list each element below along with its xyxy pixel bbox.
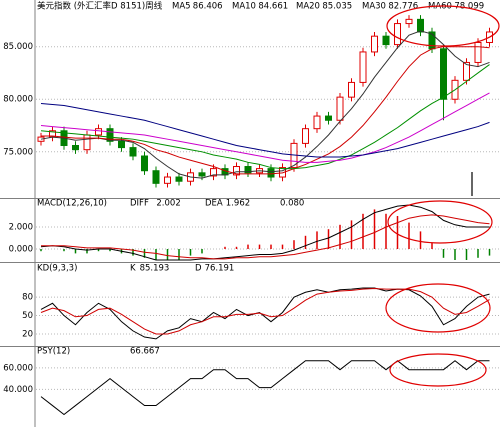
- highlight-ellipse: [386, 5, 500, 47]
- series-line: [40, 102, 490, 158]
- legend-value: 86.406: [193, 2, 223, 12]
- y-tick-label: 60.000: [3, 363, 33, 373]
- panel-title: PSY(12): [37, 347, 70, 357]
- candle-body: [198, 172, 206, 177]
- candle-body: [405, 18, 413, 25]
- panel-title: 美元指数 (外汇汇率D 8151)周线: [37, 1, 163, 12]
- legend-label: D: [195, 264, 202, 274]
- y-tick-label: 50: [22, 311, 33, 321]
- candle-body: [474, 41, 482, 63]
- candle-body: [106, 128, 114, 142]
- y-tick-label: 2.000: [9, 223, 33, 233]
- legend-label: MA20: [296, 2, 320, 12]
- legend-value: 78.099: [454, 2, 484, 12]
- y-tick-label: 80: [22, 293, 33, 303]
- panel-title: KD(9,3,3): [37, 264, 77, 274]
- legend-label: K: [130, 264, 136, 274]
- plot: 75.000 80.000 85.000 美元指数 (外汇汇率D 8151)周线 MA5…: [3, 1, 500, 416]
- candle-body: [267, 168, 275, 178]
- legend-value: 85.193: [140, 264, 170, 274]
- series-line: [40, 287, 490, 340]
- candle-body: [233, 166, 240, 176]
- legend-value: 0.080: [280, 199, 304, 209]
- candle-body: [348, 81, 355, 98]
- candle-body: [463, 61, 470, 81]
- candle-body: [175, 176, 183, 182]
- highlight-ellipse: [387, 200, 493, 244]
- candle-body: [129, 147, 137, 157]
- series-line: [41, 46, 490, 175]
- candle-body: [164, 176, 171, 184]
- y-tick-label: 0.000: [9, 245, 33, 255]
- legend-label: MA30: [362, 2, 386, 12]
- highlight-ellipse: [385, 283, 491, 333]
- legend-label: DIFF: [130, 199, 149, 209]
- series-line: [40, 360, 490, 416]
- candle-body: [244, 166, 252, 174]
- candle-body: [417, 18, 424, 33]
- y-tick-label: 75.000: [3, 147, 33, 157]
- candle-body: [210, 168, 217, 177]
- candle-body: [152, 170, 160, 184]
- legend-value: 66.667: [130, 347, 160, 357]
- series-line: [40, 64, 490, 170]
- candle-body: [313, 115, 321, 130]
- series-line: [40, 288, 490, 335]
- candle-body: [118, 140, 125, 149]
- series-line: [40, 204, 490, 261]
- highlight-ellipse: [389, 353, 487, 387]
- legend-label: MA10: [232, 2, 256, 12]
- legend-value: 76.191: [205, 264, 235, 274]
- candle-body: [440, 48, 447, 100]
- candle-body: [371, 35, 378, 53]
- y-tick-label: 80.000: [3, 95, 33, 105]
- candle-body: [83, 134, 91, 151]
- panel-title: MACD(12,26,10): [37, 199, 107, 209]
- legend-value: 82.776: [388, 2, 418, 12]
- candle-body: [302, 128, 309, 144]
- candle-body: [95, 128, 102, 136]
- candle-body: [325, 115, 332, 121]
- candle-body: [72, 144, 79, 151]
- candle-body: [394, 23, 401, 46]
- candle-body: [141, 155, 148, 172]
- candle-body: [336, 96, 344, 121]
- y-tick-label: 20: [22, 329, 33, 339]
- legend-value: 84.661: [258, 2, 288, 12]
- legend-label: MA5: [172, 2, 191, 12]
- candle-body: [359, 51, 367, 83]
- annotations: [385, 5, 500, 387]
- legend-value: 2.002: [156, 199, 180, 209]
- candle-body: [382, 35, 390, 46]
- series-line: [40, 30, 490, 179]
- legend-value: 85.035: [322, 2, 352, 12]
- legend-label: DEA: [205, 199, 223, 209]
- legend-value: 1.962: [226, 199, 250, 209]
- series-line: [40, 92, 490, 163]
- series-line: [41, 214, 490, 260]
- y-tick-label: 85.000: [3, 42, 33, 52]
- y-tick-label: 40.000: [3, 385, 33, 395]
